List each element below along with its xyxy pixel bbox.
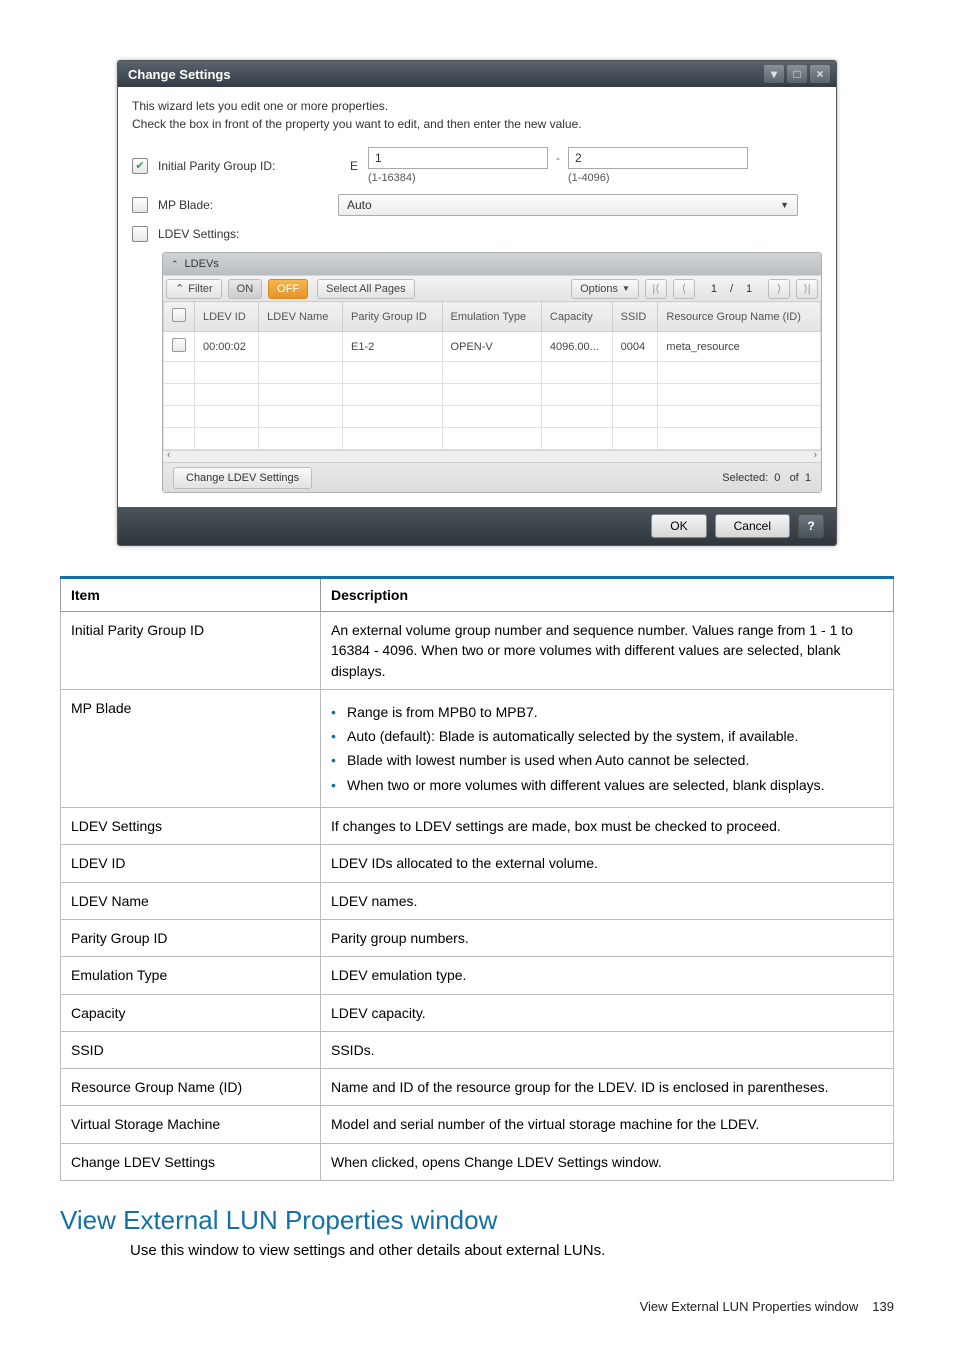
input-pg-seq2[interactable]: 2: [568, 147, 748, 169]
table-row: [164, 362, 821, 384]
col-emulation[interactable]: Emulation Type: [442, 302, 541, 332]
collapse-icon: ⌃: [171, 259, 179, 270]
page-first-button[interactable]: |⟨: [645, 279, 667, 299]
page-next-button[interactable]: ⟩: [768, 279, 790, 299]
section-body: Use this window to view settings and oth…: [130, 1242, 894, 1259]
ldevs-panel: ⌃ LDEVs ⌃Filter ON OFF Select All Pages …: [162, 252, 822, 493]
page-current: 1: [698, 283, 730, 295]
description-table: Item Description Initial Parity Group ID…: [60, 576, 894, 1181]
desc-row: SSIDSSIDs.: [61, 1031, 894, 1068]
page-footer: View External LUN Properties window 139: [60, 1299, 894, 1314]
col-desc: Description: [321, 578, 894, 612]
table-row: [164, 384, 821, 406]
checkbox-initial-pg[interactable]: ✔: [132, 158, 148, 174]
input-pg-seq1[interactable]: 1: [368, 147, 548, 169]
page-prev-button[interactable]: ⟨: [673, 279, 695, 299]
desc-row: Virtual Storage MachineModel and serial …: [61, 1106, 894, 1143]
checkbox-mp-blade[interactable]: [132, 197, 148, 213]
checkbox-all-rows[interactable]: [172, 308, 186, 322]
unpin-icon[interactable]: ▾: [764, 65, 784, 83]
label-ldev-settings: LDEV Settings:: [158, 227, 328, 241]
select-all-button[interactable]: Select All Pages: [317, 279, 415, 299]
desc-row: Change LDEV SettingsWhen clicked, opens …: [61, 1143, 894, 1180]
intro-text: This wizard lets you edit one or more pr…: [132, 97, 822, 133]
options-button[interactable]: Options ▼: [571, 279, 639, 299]
cancel-button[interactable]: Cancel: [715, 514, 790, 538]
section-heading: View External LUN Properties window: [60, 1205, 894, 1236]
ldevs-table: LDEV ID LDEV Name Parity Group ID Emulat…: [163, 301, 821, 450]
col-ldev-id[interactable]: LDEV ID: [195, 302, 259, 332]
filter-on-button[interactable]: ON: [228, 279, 263, 299]
desc-row: Resource Group Name (ID)Name and ID of t…: [61, 1069, 894, 1106]
col-ssid[interactable]: SSID: [612, 302, 658, 332]
desc-row: MP BladeRange is from MPB0 to MPB7.Auto …: [61, 689, 894, 807]
row-mp-blade: MP Blade: Auto▼: [132, 194, 822, 216]
checkbox-ldev-settings[interactable]: [132, 226, 148, 242]
maximize-icon[interactable]: □: [787, 65, 807, 83]
help-button[interactable]: ?: [798, 514, 824, 538]
label-initial-pg: Initial Parity Group ID:: [158, 159, 328, 173]
desc-row: Parity Group IDParity group numbers.: [61, 919, 894, 956]
dash: -: [548, 147, 568, 169]
change-settings-dialog: Change Settings ▾ □ × This wizard lets y…: [117, 60, 837, 546]
dialog-title: Change Settings: [128, 67, 231, 82]
desc-row: LDEV IDLDEV IDs allocated to the externa…: [61, 845, 894, 882]
row-initial-parity-group: ✔ Initial Parity Group ID: E 1 (1-16384)…: [132, 147, 822, 184]
col-ldev-name[interactable]: LDEV Name: [259, 302, 343, 332]
page-last-button[interactable]: ⟩|: [796, 279, 818, 299]
ldevs-toolbar: ⌃Filter ON OFF Select All Pages Options …: [163, 275, 821, 301]
dialog-footer: OK Cancel ?: [118, 507, 836, 545]
ok-button[interactable]: OK: [651, 514, 706, 538]
label-mp-blade: MP Blade:: [158, 198, 328, 212]
chevron-down-icon: ▼: [780, 200, 789, 210]
checkbox-row[interactable]: [172, 338, 186, 352]
desc-row: LDEV NameLDEV names.: [61, 882, 894, 919]
filter-button[interactable]: ⌃Filter: [166, 279, 222, 299]
col-capacity[interactable]: Capacity: [541, 302, 612, 332]
filter-off-button[interactable]: OFF: [268, 279, 308, 299]
hint-pg-seq2: (1-4096): [568, 172, 748, 184]
row-ldev-settings: LDEV Settings:: [132, 226, 822, 242]
desc-row: Emulation TypeLDEV emulation type.: [61, 957, 894, 994]
col-item: Item: [61, 578, 321, 612]
selection-summary: Selected: 0 of 1: [722, 472, 811, 484]
page-total: 1: [733, 283, 765, 295]
hint-pg-seq1: (1-16384): [368, 172, 548, 184]
dialog-titlebar[interactable]: Change Settings ▾ □ ×: [118, 61, 836, 87]
table-row: [164, 406, 821, 428]
horizontal-scrollbar[interactable]: [163, 450, 821, 462]
table-row: [164, 428, 821, 450]
prefix-e: E: [338, 159, 358, 173]
desc-row: LDEV SettingsIf changes to LDEV settings…: [61, 808, 894, 845]
col-parity[interactable]: Parity Group ID: [342, 302, 442, 332]
select-mp-blade[interactable]: Auto▼: [338, 194, 798, 216]
ldevs-panel-header[interactable]: ⌃ LDEVs: [163, 253, 821, 275]
change-ldev-settings-button[interactable]: Change LDEV Settings: [173, 467, 312, 489]
col-rg[interactable]: Resource Group Name (ID): [658, 302, 821, 332]
desc-row: Initial Parity Group IDAn external volum…: [61, 612, 894, 690]
table-row[interactable]: 00:00:02 E1-2 OPEN-V 4096.00... 0004 met…: [164, 332, 821, 362]
desc-row: CapacityLDEV capacity.: [61, 994, 894, 1031]
close-icon[interactable]: ×: [810, 65, 830, 83]
